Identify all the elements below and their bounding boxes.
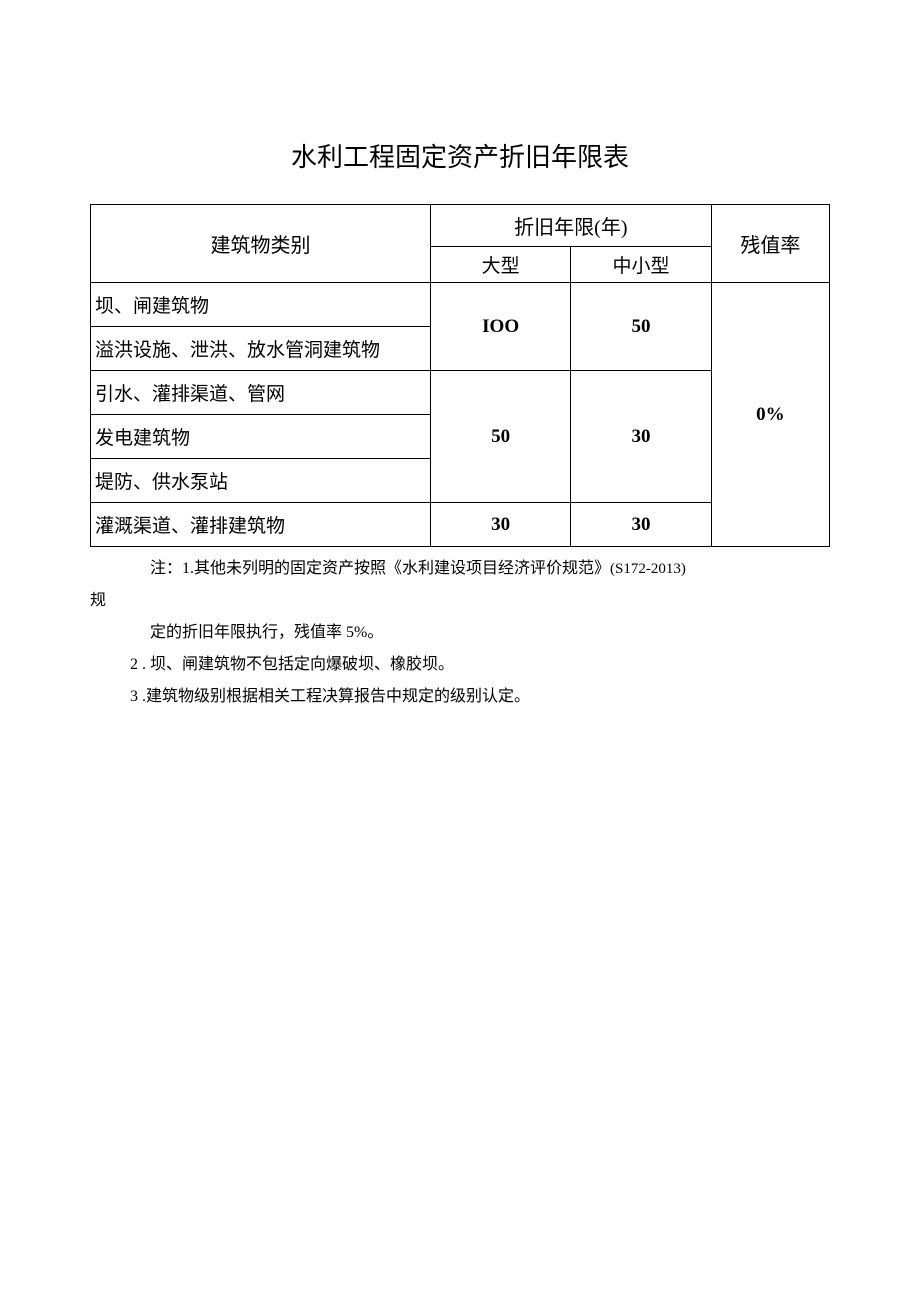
col-header-category: 建筑物类别 [91, 205, 431, 283]
note-line: 定的折旧年限执行，残值率 5%。 [90, 617, 830, 649]
value-cell-small: 30 [571, 371, 711, 503]
note-line: 注：1.其他未列明的固定资产按照《水利建设项目经济评价规范》(S172-2013… [90, 553, 830, 585]
table-header-row: 建筑物类别 折旧年限(年) 残值率 [91, 205, 830, 247]
col-header-years: 折旧年限(年) [430, 205, 711, 247]
value-cell-small: 30 [571, 503, 711, 547]
note-line: 2 . 坝、闸建筑物不包括定向爆破坝、橡胶坝。 [90, 649, 830, 681]
category-cell: 溢洪设施、泄洪、放水管洞建筑物 [91, 327, 431, 371]
category-cell: 坝、闸建筑物 [91, 283, 431, 327]
col-header-small: 中小型 [571, 247, 711, 283]
category-cell: 引水、灌排渠道、管网 [91, 371, 431, 415]
col-header-residual: 残值率 [711, 205, 829, 283]
value-cell-residual: 0% [711, 283, 829, 547]
note-line: 3 .建筑物级别根据相关工程决算报告中规定的级别认定。 [90, 681, 830, 713]
note-line: 规 [90, 585, 830, 617]
value-cell-large: 50 [430, 371, 570, 503]
page-title: 水利工程固定资产折旧年限表 [90, 137, 830, 174]
notes-section: 注：1.其他未列明的固定资产按照《水利建设项目经济评价规范》(S172-2013… [90, 553, 830, 713]
value-cell-large: IOO [430, 283, 570, 371]
col-header-large: 大型 [430, 247, 570, 283]
table-row: 坝、闸建筑物 IOO 50 0% [91, 283, 830, 327]
category-cell: 灌溉渠道、灌排建筑物 [91, 503, 431, 547]
value-cell-large: 30 [430, 503, 570, 547]
note-ref: (S172-2013) [610, 561, 686, 577]
depreciation-table: 建筑物类别 折旧年限(年) 残值率 大型 中小型 坝、闸建筑物 IOO 50 0… [90, 204, 830, 547]
category-cell: 堤防、供水泵站 [91, 459, 431, 503]
category-cell: 发电建筑物 [91, 415, 431, 459]
note-text: 注：1.其他未列明的固定资产按照《水利建设项目经济评价规范》 [150, 560, 610, 577]
value-cell-small: 50 [571, 283, 711, 371]
